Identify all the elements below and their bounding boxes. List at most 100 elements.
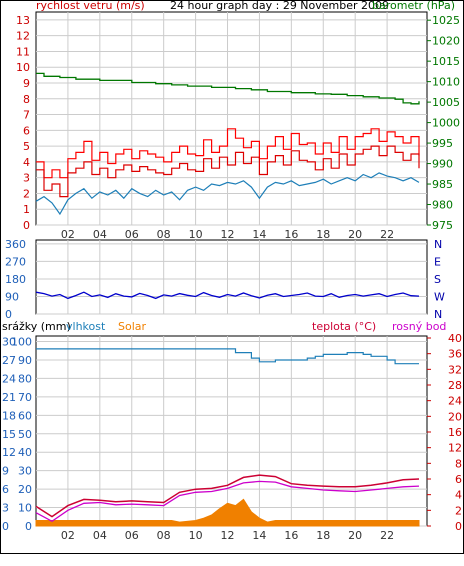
- humidity-tick-label: 20: [18, 483, 32, 496]
- pressure-tick-label: 990: [432, 158, 453, 171]
- direction-tick-label: 270: [5, 255, 26, 268]
- humidity-tick-label: 0: [25, 520, 32, 533]
- pressure-tick-label: 1010: [432, 76, 460, 89]
- compass-tick-label: N: [434, 238, 442, 251]
- wind-tick-label: 5: [23, 140, 30, 153]
- compass-tick-label: N: [434, 308, 442, 321]
- rain-tick-label: 30: [2, 336, 16, 349]
- pressure-tick-label: 980: [432, 199, 453, 212]
- humidity-tick-label: 60: [18, 409, 32, 422]
- direction-tick-label: 180: [5, 273, 26, 286]
- wind-tick-label: 6: [23, 124, 30, 137]
- rain-tick-label: 0: [2, 520, 9, 533]
- hour-tick-label: 02: [61, 529, 75, 542]
- rain-axis-label: srážky (mm): [2, 320, 71, 333]
- wind-tick-label: 0: [23, 219, 30, 232]
- pressure-tick-label: 985: [432, 178, 453, 191]
- temp-tick-label: 8: [455, 457, 462, 470]
- pressure-tick-label: 1020: [432, 35, 460, 48]
- wind-tick-label: 1: [23, 203, 30, 216]
- humidity-tick-label: 50: [18, 428, 32, 441]
- temperature-label: teplota (°C): [312, 320, 376, 333]
- direction-tick-label: 360: [5, 238, 26, 251]
- rain-tick-label: 27: [2, 354, 16, 367]
- wind-tick-label: 2: [23, 187, 30, 200]
- rain-tick-label: 3: [2, 502, 9, 515]
- rain-tick-label: 12: [2, 446, 16, 459]
- hour-tick-label: 12: [221, 228, 235, 241]
- temp-tick-label: 12: [448, 442, 462, 455]
- series-temperature: [35, 474, 420, 518]
- dewpoint-label: rosný bod: [392, 320, 446, 333]
- rain-tick-label: 18: [2, 409, 16, 422]
- temp-plot-area: [35, 335, 428, 527]
- rain-tick-label: 21: [2, 391, 16, 404]
- direction-plot-area: [35, 239, 428, 315]
- pressure-tick-label: 1015: [432, 55, 460, 68]
- rain-tick-label: 24: [2, 372, 16, 385]
- wind-tick-label: 10: [16, 61, 30, 74]
- temp-tick-label: 28: [448, 379, 462, 392]
- pressure-axis-label: barometr (hPa): [372, 0, 455, 12]
- direction-tick-label: 0: [5, 308, 12, 321]
- wind-tick-label: 4: [23, 156, 30, 169]
- hour-tick-label: 20: [348, 228, 362, 241]
- pressure-tick-label: 1000: [432, 117, 460, 130]
- pressure-tick-label: 1025: [432, 14, 460, 27]
- series-humidity: [36, 348, 419, 365]
- temp-tick-label: 20: [448, 410, 462, 423]
- rain-tick-label: 15: [2, 428, 16, 441]
- hour-tick-label: 20: [348, 529, 362, 542]
- series-dewpoint: [35, 480, 420, 523]
- wind-tick-label: 12: [16, 30, 30, 43]
- hour-tick-label: 22: [380, 228, 394, 241]
- solar-label: Solar: [118, 320, 147, 333]
- wind-tick-label: 9: [23, 77, 30, 90]
- series-gust: [36, 128, 420, 179]
- direction-tick-label: 90: [5, 290, 19, 303]
- temp-tick-label: 24: [448, 395, 462, 408]
- pressure-tick-label: 1005: [432, 96, 460, 109]
- humidity-tick-label: 70: [18, 391, 32, 404]
- hour-tick-label: 10: [189, 228, 203, 241]
- hour-tick-label: 06: [125, 228, 139, 241]
- hour-tick-label: 18: [316, 228, 330, 241]
- humidity-tick-label: 100: [11, 336, 32, 349]
- series-wind-speed: [36, 145, 420, 198]
- humidity-label: vlhkost: [66, 320, 106, 333]
- wind-tick-label: 3: [23, 172, 30, 185]
- series-wind-direction: [35, 291, 420, 300]
- temp-tick-label: 40: [448, 332, 462, 345]
- temp-tick-label: 36: [448, 348, 462, 361]
- hour-tick-label: 22: [380, 529, 394, 542]
- chart-title: 24 hour graph day : 29 November 2009: [170, 0, 389, 12]
- hour-tick-label: 14: [252, 228, 266, 241]
- hour-tick-label: 04: [93, 529, 107, 542]
- hour-tick-label: 16: [284, 529, 298, 542]
- temp-tick-label: 6: [455, 473, 462, 486]
- hour-tick-label: 06: [125, 529, 139, 542]
- hour-tick-label: 08: [157, 529, 171, 542]
- hour-tick-label: 04: [93, 228, 107, 241]
- humidity-tick-label: 80: [18, 372, 32, 385]
- hour-tick-label: 14: [252, 529, 266, 542]
- wind-tick-label: 13: [16, 14, 30, 27]
- compass-tick-label: S: [434, 273, 441, 286]
- rain-tick-label: 6: [2, 483, 9, 496]
- temp-tick-label: 2: [455, 504, 462, 517]
- series-pressure: [36, 72, 420, 105]
- temp-tick-label: 16: [448, 426, 462, 439]
- hour-tick-label: 12: [221, 529, 235, 542]
- temp-tick-label: 32: [448, 363, 462, 376]
- hour-tick-label: 16: [284, 228, 298, 241]
- wind-tick-label: 7: [23, 109, 30, 122]
- compass-tick-label: E: [434, 255, 441, 268]
- hour-tick-label: 10: [189, 529, 203, 542]
- humidity-tick-label: 10: [18, 502, 32, 515]
- humidity-tick-label: 30: [18, 465, 32, 478]
- pressure-tick-label: 975: [432, 219, 453, 232]
- wind-tick-label: 11: [16, 45, 30, 58]
- pressure-tick-label: 995: [432, 137, 453, 150]
- hour-tick-label: 08: [157, 228, 171, 241]
